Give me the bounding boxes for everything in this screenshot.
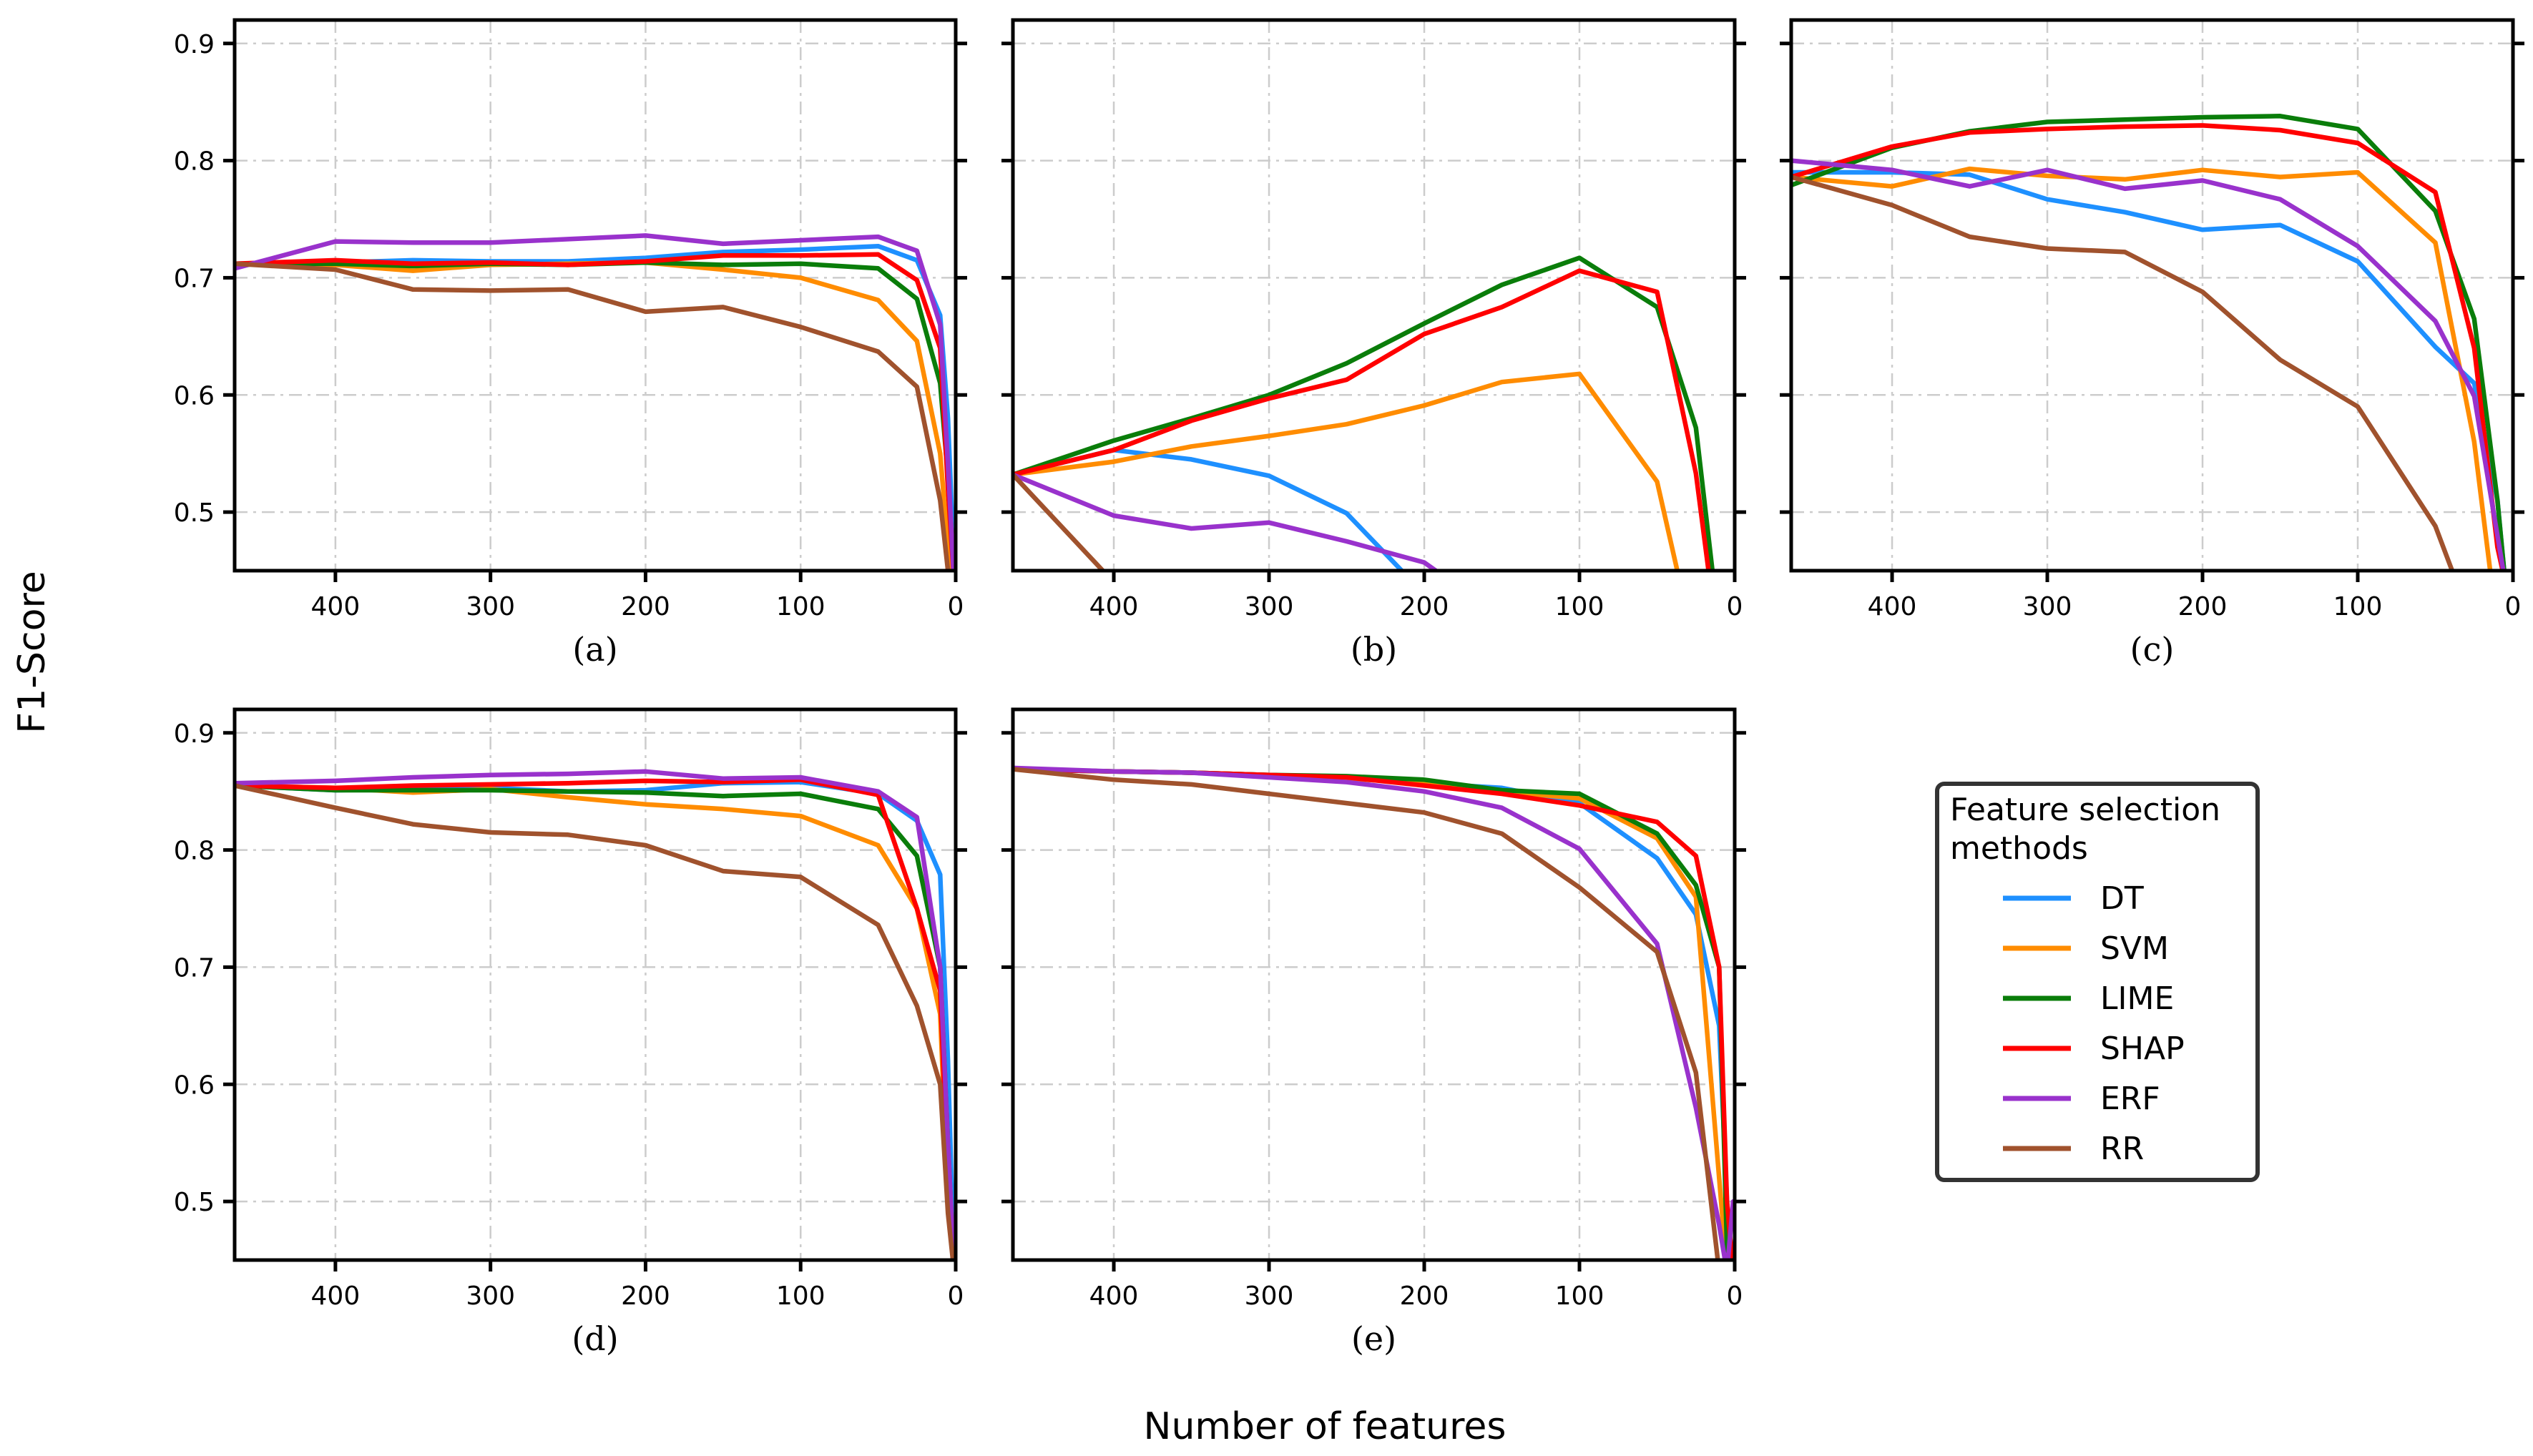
y-tick-label: 0.8: [174, 837, 215, 866]
series-line-dt: [1791, 169, 2507, 571]
plot-frame: [1011, 707, 1737, 1262]
series-line-svm: [1013, 371, 1680, 571]
series-group: [235, 769, 956, 1260]
legend-label-lime: LIME: [2100, 980, 2174, 1017]
series-line-rr: [1791, 174, 2455, 571]
series-line-shap: [235, 252, 956, 571]
series-line-erf: [1013, 765, 1735, 1260]
series-group: [1013, 765, 1735, 1260]
x-tick-label: 300: [1245, 592, 1294, 621]
series-line-lime: [235, 260, 956, 571]
legend-title-line1: Feature selection: [1950, 792, 2220, 828]
y-tick-label: 0.5: [174, 1188, 215, 1217]
series-line-shap: [235, 777, 956, 1260]
panel-b: 400 300 200 100 0 (b): [1001, 18, 1746, 669]
panels-layer: 0.5 0.6 0.7 0.8 0.9 400 300 200 100 0 (a) 400 300 200…: [174, 18, 2524, 1358]
series-group: [1791, 114, 2507, 571]
x-tick-label: 400: [311, 1282, 361, 1311]
series-line-erf: [1013, 472, 1440, 571]
x-tick-label: 200: [1400, 592, 1449, 621]
series-line-erf: [235, 233, 956, 571]
plot-frame: [1011, 18, 1737, 573]
x-tick-label: 100: [776, 1282, 825, 1311]
series-line-rr: [235, 261, 951, 571]
y-tick-label: 0.7: [174, 953, 215, 983]
y-tick-label: 0.9: [174, 30, 215, 59]
y-tick-label: 0.8: [174, 147, 215, 177]
x-tick-label: 100: [1555, 1282, 1604, 1311]
x-tick-label: 200: [621, 592, 670, 621]
legend-title-line2: methods: [1950, 830, 2088, 867]
series-line-lime: [235, 783, 956, 1260]
panel-caption: (c): [2130, 630, 2175, 669]
x-tick-label: 100: [1555, 592, 1604, 621]
panel-caption: (b): [1351, 630, 1397, 669]
x-tick-label: 0: [1727, 592, 1743, 621]
x-tick-label: 300: [1245, 1282, 1294, 1311]
panel-a: 0.5 0.6 0.7 0.8 0.9 400 300 200 100 0 (a): [174, 18, 967, 669]
panel-d: 0.5 0.6 0.7 0.8 0.9 400 300 200 100 0 (d): [174, 707, 967, 1358]
x-tick-label: 200: [621, 1282, 670, 1311]
y-tick-label: 0.5: [174, 498, 215, 528]
series-line-shap: [1013, 268, 1711, 571]
series-line-dt: [235, 243, 956, 571]
x-tick-label: 100: [776, 592, 825, 621]
legend-label-dt: DT: [2100, 880, 2144, 917]
y-tick-label: 0.6: [174, 1071, 215, 1100]
x-tick-label: 300: [2023, 592, 2072, 621]
legend-box: [1935, 782, 2260, 1182]
legend-label-rr: RR: [2100, 1131, 2144, 1167]
series-line-rr: [1013, 767, 1720, 1260]
series-line-rr: [235, 783, 956, 1260]
x-tick-label: 300: [466, 1282, 515, 1311]
series-line-erf: [235, 769, 956, 1260]
y-axis-title: F1-Score: [11, 571, 54, 733]
series-line-svm: [235, 260, 955, 571]
x-tick-label: 0: [948, 592, 964, 621]
x-tick-label: 400: [1089, 1282, 1139, 1311]
x-tick-label: 200: [1400, 1282, 1449, 1311]
panel-c: 400 300 200 100 0 (c): [1780, 18, 2524, 669]
x-tick-label: 0: [1727, 1282, 1743, 1311]
x-tick-label: 100: [2333, 592, 2383, 621]
legend-label-erf: ERF: [2100, 1081, 2160, 1117]
series-line-dt: [1013, 448, 1406, 571]
x-tick-label: 400: [1868, 592, 1917, 621]
panel-caption: (a): [572, 630, 617, 669]
x-tick-label: 300: [466, 592, 515, 621]
series-line-svm: [235, 783, 956, 1260]
series-line-shap: [1791, 123, 2505, 571]
plot-frame: [232, 707, 958, 1262]
legend-label-svm: SVM: [2100, 930, 2169, 967]
y-tick-label: 0.9: [174, 719, 215, 749]
x-tick-label: 200: [2178, 592, 2228, 621]
y-tick-label: 0.6: [174, 381, 215, 410]
panel-caption: (d): [572, 1319, 618, 1358]
series-line-lime: [1013, 767, 1733, 1260]
series-line-dt: [235, 779, 956, 1260]
plot-frame: [1789, 18, 2515, 573]
x-tick-label: 0: [948, 1282, 964, 1311]
series-group: [235, 233, 956, 571]
legend: Feature selection methods DT SVM LIME SHAP E…: [1935, 782, 2260, 1182]
x-tick-label: 400: [1089, 592, 1139, 621]
series-line-shap: [1013, 767, 1735, 1260]
x-axis-title: Number of features: [1144, 1405, 1506, 1448]
series-line-erf: [1791, 158, 2506, 571]
x-tick-label: 0: [2505, 592, 2522, 621]
x-tick-label: 400: [311, 592, 361, 621]
series-group: [1013, 255, 1715, 571]
legend-entries: DT SVM LIME SHAP ERF RR: [2003, 880, 2185, 1167]
panel-caption: (e): [1351, 1319, 1396, 1358]
legend-label-shap: SHAP: [2100, 1030, 2185, 1067]
series-line-svm: [1013, 767, 1729, 1260]
series-line-svm: [1791, 166, 2493, 571]
plot-frame: [232, 18, 958, 573]
panel-e: 400 300 200 100 0 (e): [1001, 707, 1746, 1358]
y-tick-label: 0.7: [174, 264, 215, 293]
series-line-dt: [1013, 767, 1735, 1260]
